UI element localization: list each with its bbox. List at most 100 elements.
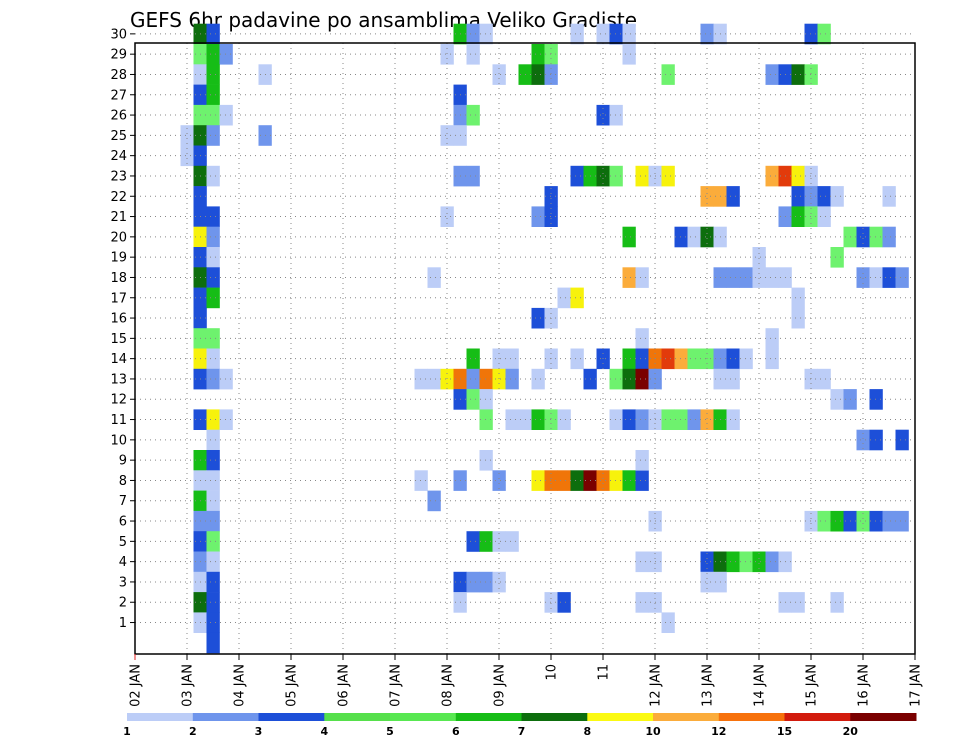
heatmap-cell — [466, 23, 480, 45]
x-tick-label: 07 JAN — [389, 664, 404, 707]
y-tick-label: 25 — [110, 129, 127, 144]
heatmap-cell — [882, 226, 896, 248]
heatmap-cell — [479, 23, 493, 45]
y-tick-label: 24 — [110, 149, 127, 164]
y-tick-label: 5 — [119, 535, 127, 550]
heatmap-cell — [531, 206, 545, 227]
colorbar-tick-label: 6 — [452, 725, 460, 738]
heatmap-cell — [817, 186, 831, 207]
heatmap-cell — [856, 429, 870, 451]
heatmap-cell — [791, 64, 805, 85]
colorbar-tick-label: 15 — [777, 725, 792, 738]
heatmap-cell — [765, 64, 779, 85]
heatmap-cell — [609, 409, 623, 430]
heatmap-cell — [609, 104, 623, 126]
heatmap-cell — [570, 470, 584, 491]
heatmap-cell — [206, 287, 220, 309]
heatmap-cell — [206, 64, 220, 85]
heatmap-cell — [557, 592, 571, 613]
heatmap-cell — [765, 165, 779, 187]
colorbar-swatch — [324, 713, 391, 721]
heatmap-cell — [804, 165, 818, 187]
heatmap-cell — [466, 165, 480, 187]
y-tick-label: 22 — [110, 190, 127, 205]
heatmap-cell — [700, 409, 714, 430]
heatmap-cell — [466, 571, 480, 593]
heatmap-cell — [635, 328, 649, 349]
heatmap-cell — [206, 551, 220, 573]
heatmap-cell — [869, 226, 883, 248]
heatmap-cell — [206, 328, 220, 349]
heatmap-cell — [206, 84, 220, 106]
x-axis: 02 JAN 03 JAN 04 JAN 05 JAN 06 JAN 07 JAN 08 J… — [129, 654, 924, 707]
heatmap-cell — [895, 429, 909, 451]
colorbar-swatch — [850, 713, 917, 721]
heatmap-cell — [206, 632, 220, 654]
heatmap-cell — [414, 470, 428, 491]
heatmap-cell — [804, 206, 818, 227]
heatmap-cell — [206, 247, 220, 268]
x-tick-label: 05 JAN — [285, 664, 300, 707]
heatmap-cell — [609, 368, 623, 390]
heatmap-cell — [752, 247, 766, 268]
grid-lines — [134, 33, 916, 654]
heatmap-cell — [726, 267, 740, 288]
heatmap-cell — [817, 206, 831, 227]
y-tick-label: 27 — [110, 88, 127, 103]
heatmap-cell — [726, 348, 740, 370]
heatmap-cell — [752, 267, 766, 288]
x-tick-label: 08 JAN — [441, 664, 456, 707]
y-tick-label: 23 — [110, 169, 127, 184]
heatmap-cell — [531, 44, 545, 65]
heatmap-cell — [427, 368, 441, 390]
heatmap-cell — [700, 551, 714, 573]
heatmap-cell — [206, 368, 220, 390]
heatmap-cell — [505, 348, 519, 370]
x-tick-label: 15 JAN — [805, 664, 820, 707]
heatmap-cell — [206, 592, 220, 613]
heatmap-cell — [557, 287, 571, 309]
colorbar-tick-label: 8 — [583, 725, 591, 738]
heatmap-cell — [479, 531, 493, 552]
y-tick-label: 7 — [119, 494, 127, 509]
heatmap-cell — [804, 186, 818, 207]
y-tick-label: 9 — [119, 454, 127, 469]
heatmap-cell — [206, 409, 220, 430]
heatmap-cell — [791, 206, 805, 227]
heatmap-cell — [791, 287, 805, 309]
heatmap-cell — [206, 44, 220, 65]
plot-frame — [134, 42, 916, 655]
colorbar-swatch — [653, 713, 720, 721]
y-tick-label: 20 — [110, 230, 127, 245]
heatmap-cell — [557, 409, 571, 430]
heatmap-cell — [804, 23, 818, 45]
heatmap-cell — [427, 267, 441, 288]
y-tick-label: 16 — [110, 312, 127, 327]
colorbar-tick-label: 7 — [518, 725, 526, 738]
heatmap-cell — [505, 368, 519, 390]
heatmap-cell — [531, 470, 545, 491]
heatmap-cell — [635, 592, 649, 613]
heatmap-cell — [206, 490, 220, 512]
heatmap-cell — [440, 368, 454, 390]
heatmap-cell — [687, 348, 701, 370]
x-tick-label: 14 JAN — [753, 664, 768, 707]
heatmap-cell — [609, 165, 623, 187]
y-tick-label: 8 — [119, 474, 127, 489]
colorbar-swatch — [521, 713, 588, 721]
heatmap-cells — [180, 23, 909, 654]
heatmap-cell — [492, 64, 506, 85]
heatmap-cell — [739, 267, 753, 288]
heatmap-cell — [440, 44, 454, 65]
heatmap-cell — [726, 409, 740, 430]
y-tick-label: 3 — [119, 575, 127, 590]
heatmap-cell — [804, 510, 818, 532]
heatmap-cell — [817, 510, 831, 532]
heatmap-cell — [622, 267, 636, 288]
heatmap-cell — [791, 165, 805, 187]
heatmap-cell — [180, 145, 194, 167]
heatmap-cell — [635, 165, 649, 187]
heatmap-cell — [856, 267, 870, 288]
heatmap-cell — [726, 186, 740, 207]
colorbar-tick-label: 3 — [255, 725, 263, 738]
